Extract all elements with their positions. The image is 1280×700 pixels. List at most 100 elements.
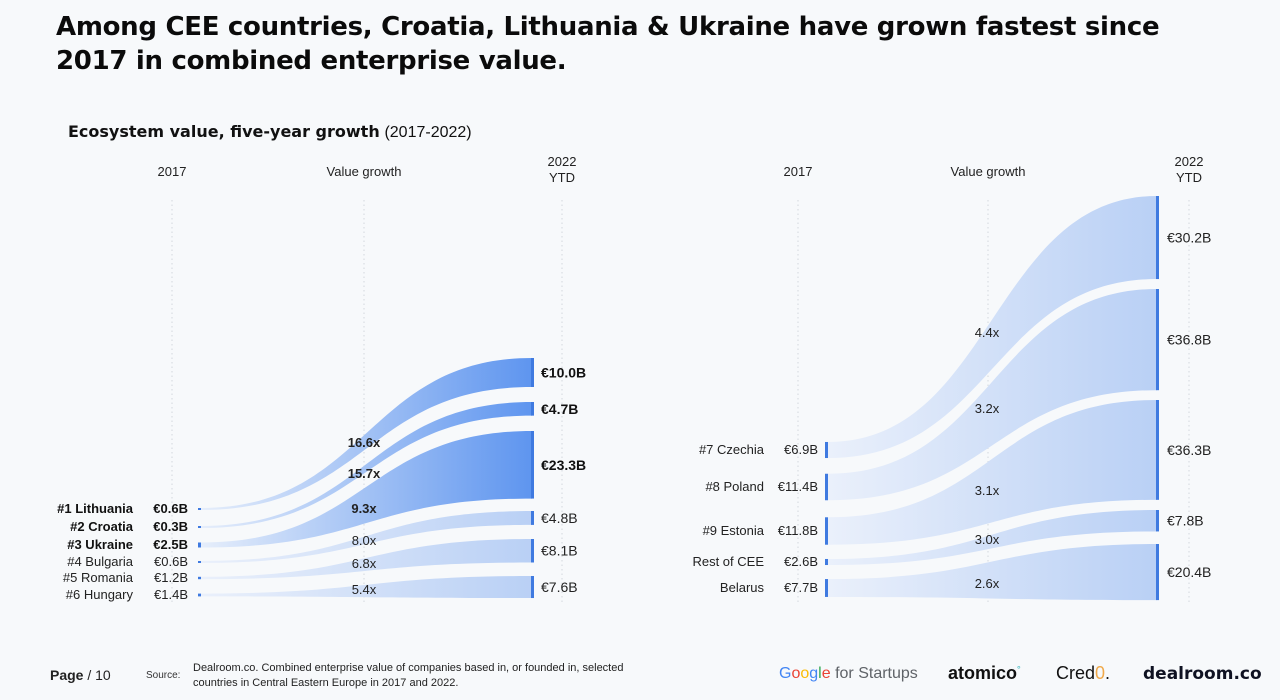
flow-band — [201, 511, 532, 563]
start-value-bar — [825, 473, 828, 501]
credo-logo: Cred0. — [1056, 663, 1110, 684]
dealroom-logo: dealroom.co — [1143, 664, 1262, 684]
growth-multiple-label: 4.4x — [975, 325, 1000, 340]
end-value-label: €7.8B — [1167, 513, 1204, 529]
growth-multiple-label: 9.3x — [351, 501, 377, 516]
end-value-bar — [1156, 510, 1159, 532]
start-value-label: €7.7B — [784, 580, 818, 595]
logo-letter: o — [800, 665, 810, 682]
start-value-bar — [825, 579, 828, 597]
country-label: #6 Hungary — [66, 587, 134, 602]
end-value-label: €36.8B — [1167, 332, 1211, 348]
end-value-bar — [1156, 544, 1159, 601]
end-value-bar — [531, 431, 534, 499]
logo-text: . — [1105, 663, 1111, 683]
column-header-ytd: YTD — [549, 170, 575, 185]
headline: Among CEE countries, Croatia, Lithuania … — [56, 12, 1160, 76]
logo-accent: 0 — [1095, 663, 1106, 683]
column-header-2022: 2022 — [548, 154, 577, 169]
end-value-label: €36.3B — [1167, 442, 1211, 458]
country-label: #5 Romania — [63, 570, 134, 585]
column-header-2017: 2017 — [158, 164, 187, 179]
country-label: #2 Croatia — [70, 519, 134, 534]
column-header-ytd: YTD — [1176, 170, 1202, 185]
country-label: #8 Poland — [705, 479, 764, 494]
column-header-value-growth: Value growth — [951, 164, 1026, 179]
start-value-bar — [825, 517, 828, 545]
growth-multiple-label: 8.0x — [352, 533, 377, 548]
country-label: Rest of CEE — [692, 554, 764, 569]
country-label: #9 Estonia — [703, 523, 765, 538]
end-value-label: €8.1B — [541, 543, 578, 559]
end-value-bar — [1156, 289, 1159, 391]
flow-band — [828, 289, 1157, 501]
atomico-dot-icon: ° — [1017, 664, 1021, 674]
growth-multiple-label: 3.0x — [975, 532, 1000, 547]
start-value-bar — [198, 593, 201, 597]
logo-letter: G — [779, 665, 792, 682]
logo-letter: e — [821, 665, 831, 682]
chart-subtitle-period: (2017-2022) — [384, 124, 472, 141]
end-value-bar — [531, 402, 534, 416]
end-value-bar — [531, 576, 534, 599]
start-value-bar — [198, 508, 201, 510]
end-value-label: €23.3B — [541, 457, 586, 473]
start-value-bar — [198, 542, 201, 548]
end-value-label: €4.8B — [541, 510, 578, 526]
page-label: Page — [50, 667, 84, 683]
flow-band — [828, 510, 1157, 566]
logo-text: for Startups — [830, 665, 918, 682]
flow-band — [828, 400, 1157, 545]
growth-multiple-label: 2.6x — [975, 576, 1000, 591]
end-value-label: €10.0B — [541, 365, 586, 381]
logo-letter: l — [818, 665, 822, 682]
flow-band — [201, 576, 532, 599]
flow-band — [201, 358, 532, 510]
growth-multiple-label: 5.4x — [352, 582, 377, 597]
flow-band — [201, 539, 532, 580]
source-label: Source: — [146, 670, 181, 681]
end-value-bar — [531, 358, 534, 387]
end-value-bar — [531, 539, 534, 563]
start-value-label: €0.6B — [154, 554, 188, 569]
flow-band — [201, 402, 532, 528]
page-indicator: Page / 10 — [50, 667, 111, 683]
chart-subtitle: Ecosystem value, five-year growth (2017-… — [68, 122, 472, 142]
start-value-label: €2.6B — [784, 554, 818, 569]
country-label: #7 Czechia — [699, 442, 765, 457]
end-value-label: €4.7B — [541, 401, 578, 417]
column-header-value-growth: Value growth — [327, 164, 402, 179]
column-header-2017: 2017 — [784, 164, 813, 179]
growth-multiple-label: 16.6x — [348, 435, 381, 450]
end-value-bar — [1156, 400, 1159, 500]
start-value-bar — [198, 526, 201, 528]
atomico-logo: atomico° — [948, 663, 1021, 684]
page-number: / 10 — [87, 667, 111, 683]
logo-text: atomico — [948, 663, 1018, 683]
start-value-label: €1.4B — [154, 587, 188, 602]
flow-band — [828, 544, 1157, 601]
start-value-bar — [198, 576, 201, 580]
logo-text: Cred — [1056, 663, 1096, 683]
end-value-bar — [1156, 196, 1159, 280]
start-value-label: €6.9B — [784, 442, 818, 457]
country-label: #4 Bulgaria — [67, 554, 134, 569]
start-value-bar — [825, 441, 828, 459]
start-value-label: €2.5B — [153, 537, 188, 552]
end-value-label: €30.2B — [1167, 230, 1211, 246]
growth-multiple-label: 3.2x — [975, 401, 1000, 416]
start-value-label: €1.2B — [154, 570, 188, 585]
google-for-startups-logo: Google for Startups — [779, 665, 918, 683]
end-value-label: €20.4B — [1167, 564, 1211, 580]
end-value-bar — [531, 511, 534, 525]
growth-multiple-label: 3.1x — [975, 483, 1000, 498]
country-label: #3 Ukraine — [67, 537, 133, 552]
column-header-2022: 2022 — [1175, 154, 1204, 169]
start-value-label: €0.3B — [153, 519, 188, 534]
start-value-bar — [825, 558, 828, 566]
start-value-bar — [198, 561, 201, 563]
end-value-label: €7.6B — [541, 579, 578, 595]
growth-multiple-label: 6.8x — [352, 556, 377, 571]
flow-band — [828, 196, 1157, 459]
